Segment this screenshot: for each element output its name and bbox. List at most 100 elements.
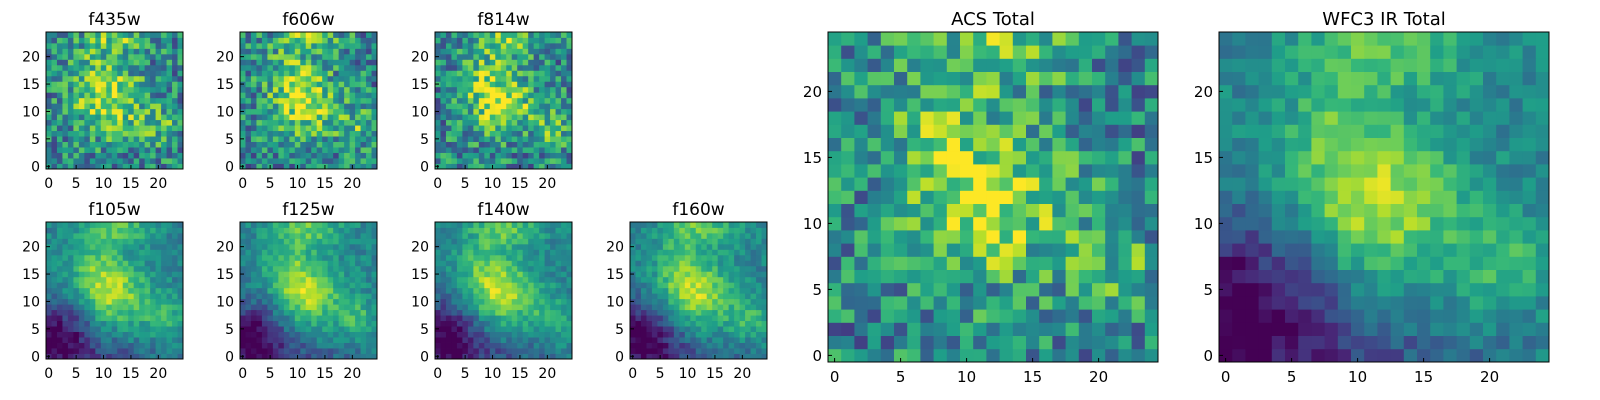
heatmap-cell <box>484 260 491 267</box>
heatmap-cell <box>440 243 447 250</box>
heatmap-cell <box>640 232 647 239</box>
heatmap-cell <box>360 287 367 294</box>
heatmap-cell <box>712 298 719 305</box>
heatmap-cell <box>327 97 334 104</box>
heatmap-cell <box>267 348 274 354</box>
heatmap-cell <box>294 48 301 55</box>
heatmap-cell <box>305 304 312 311</box>
heatmap-cell <box>360 158 367 164</box>
heatmap-cell <box>467 326 474 332</box>
heatmap-cell <box>371 326 378 332</box>
heatmap-cell <box>986 322 1000 336</box>
heatmap-cell <box>555 309 562 316</box>
heatmap-cell <box>673 232 680 239</box>
heatmap-cell <box>311 92 318 99</box>
heatmap-cell <box>739 222 746 228</box>
heatmap-cell <box>322 92 329 99</box>
x-tick-label: 0 <box>433 366 442 382</box>
heatmap-cell <box>511 265 518 272</box>
heatmap-cell <box>451 348 458 354</box>
heatmap-cell <box>46 320 52 327</box>
heatmap-cell <box>267 64 274 71</box>
heatmap-cell <box>117 293 124 300</box>
heatmap-cell <box>289 125 296 132</box>
heatmap-cell <box>344 37 350 44</box>
heatmap-cell <box>462 141 469 148</box>
heatmap-cell <box>256 158 263 164</box>
heatmap-cell <box>478 298 485 305</box>
heatmap-cell <box>662 287 669 294</box>
heatmap-cell <box>349 136 356 142</box>
heatmap-cell <box>854 177 868 191</box>
heatmap-cell <box>95 152 102 159</box>
heatmap-cell <box>1012 124 1027 138</box>
heatmap-cell <box>511 158 518 164</box>
heatmap-cell <box>933 348 948 363</box>
heatmap-cell <box>484 125 491 132</box>
heatmap-cell <box>245 254 252 261</box>
heatmap-cell <box>327 130 334 137</box>
heatmap-cell <box>73 108 80 115</box>
heatmap-cell <box>484 238 491 245</box>
heatmap-cell <box>701 287 708 294</box>
heatmap-cell <box>440 276 447 283</box>
heatmap-cell <box>100 92 107 99</box>
heatmap-cell <box>506 222 513 228</box>
heatmap-cell <box>355 75 361 82</box>
heatmap-cell <box>344 309 350 316</box>
heatmap-cell <box>1052 216 1066 231</box>
heatmap-cell <box>139 260 146 267</box>
heatmap-cell <box>122 238 129 245</box>
heatmap-cell <box>933 335 948 350</box>
heatmap-cell <box>111 304 118 311</box>
heatmap-cell <box>161 227 167 234</box>
heatmap-cell <box>322 136 329 142</box>
heatmap-cell <box>684 271 691 278</box>
heatmap-cell <box>478 260 485 267</box>
heatmap-cell <box>106 353 113 360</box>
heatmap-cell <box>467 243 474 250</box>
heatmap-cell <box>95 64 102 71</box>
heatmap-cell <box>177 243 184 250</box>
heatmap-cell <box>522 48 529 55</box>
heatmap-cell <box>561 222 567 228</box>
heatmap-cell <box>338 48 345 55</box>
heatmap-cell <box>728 353 735 360</box>
heatmap-cell <box>761 249 768 256</box>
heatmap-cell <box>555 103 562 110</box>
heatmap-cell <box>155 293 162 300</box>
x-tick-label: 5 <box>461 366 470 382</box>
heatmap-cell <box>261 53 268 60</box>
heatmap-cell <box>272 147 279 153</box>
heatmap-cell <box>657 265 664 272</box>
y-tick-label: 0 <box>225 159 234 175</box>
heatmap-cell <box>550 141 556 148</box>
heatmap-cell <box>522 254 529 261</box>
heatmap-cell <box>133 158 140 164</box>
heatmap-cell <box>150 147 156 153</box>
heatmap-cell <box>371 222 378 228</box>
heatmap-cell <box>245 232 252 239</box>
heatmap-cell <box>177 227 184 234</box>
heatmap-cell <box>294 271 301 278</box>
heatmap-cell <box>366 158 372 164</box>
heatmap-cell <box>544 108 551 115</box>
heatmap-cell <box>261 243 268 250</box>
heatmap-cell <box>51 298 58 305</box>
heatmap-cell <box>907 137 921 152</box>
heatmap-cell <box>155 304 162 311</box>
heatmap-cell <box>522 59 529 66</box>
heatmap-cell <box>473 320 480 327</box>
heatmap-cell <box>451 342 458 349</box>
heatmap-cell <box>316 282 323 289</box>
heatmap-cell <box>294 232 301 239</box>
heatmap-cell <box>456 222 463 228</box>
heatmap-cell <box>161 32 167 38</box>
heatmap-cell <box>316 249 323 256</box>
heatmap-cell <box>500 348 507 354</box>
heatmap-cell <box>451 232 458 239</box>
heatmap-cell <box>679 260 686 267</box>
heatmap-cell <box>78 348 85 354</box>
heatmap-cell <box>272 342 279 349</box>
heatmap-cell <box>272 271 279 278</box>
